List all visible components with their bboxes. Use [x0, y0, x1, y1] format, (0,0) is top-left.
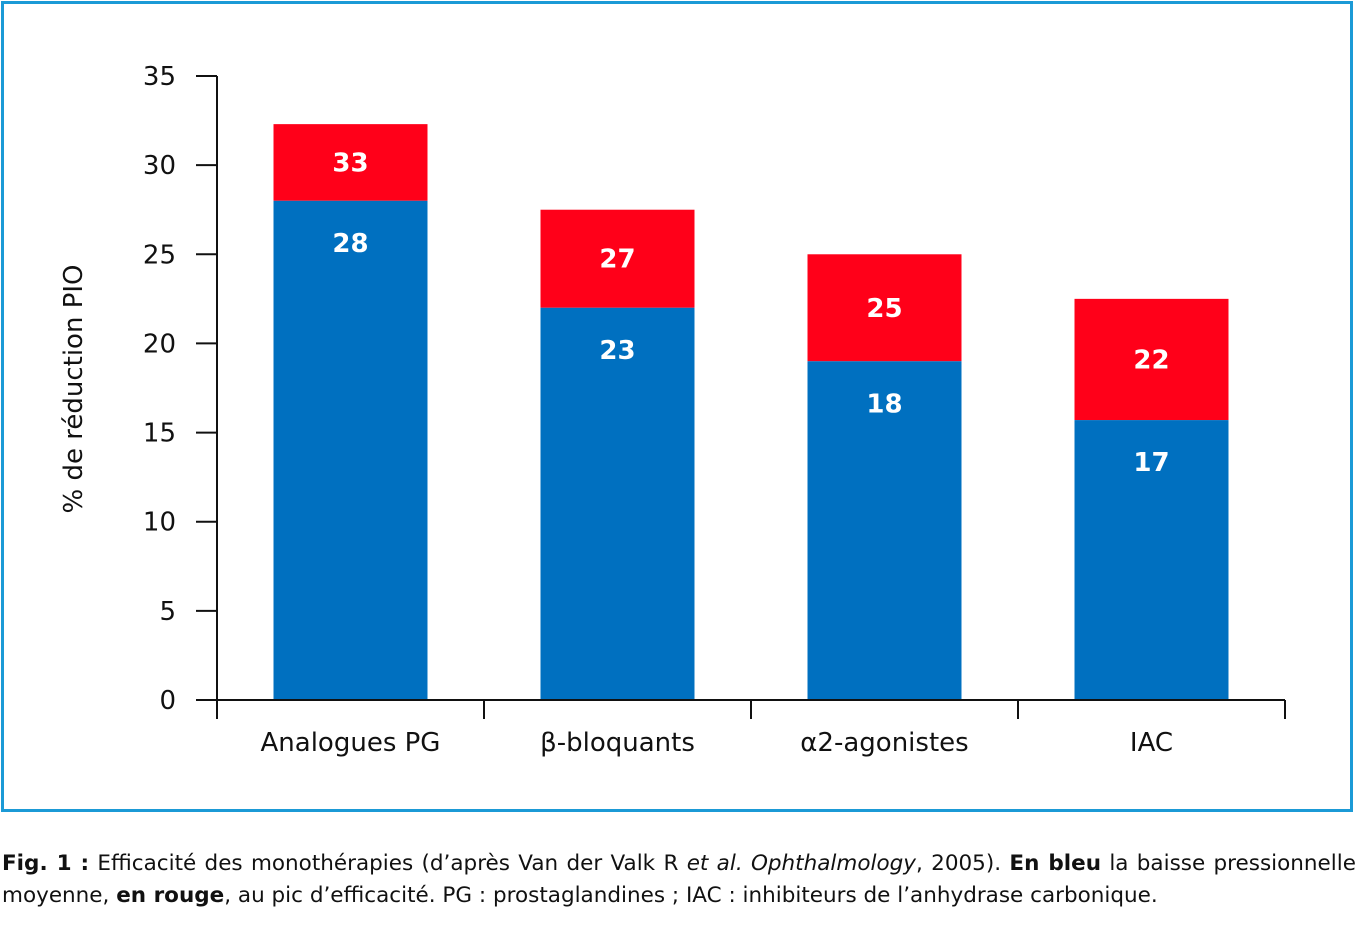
y-tick-label-3: 15 — [143, 419, 176, 449]
caption-text-1: Efficacité des monothérapies (d’après Va… — [89, 851, 687, 876]
bar-chart: 33 28 27 23 25 18 22 17 0 5 10 15 20 25 30 35 Analogue… — [59, 62, 1286, 758]
y-tick-label-0: 0 — [159, 686, 176, 716]
value-label-red-2: 25 — [866, 294, 902, 324]
bar-red-0 — [273, 124, 428, 201]
caption-text-2: , 2005). — [915, 851, 1010, 876]
y-tick-label-1: 5 — [159, 597, 176, 627]
value-label-blue-1: 23 — [599, 336, 635, 366]
y-tick-label-2: 10 — [143, 508, 176, 538]
value-labels: 33 28 27 23 25 18 22 17 — [332, 148, 1169, 478]
caption-red-label: en rouge — [116, 883, 225, 908]
caption-citation: et al. Ophthalmology — [686, 851, 916, 876]
y-tick-label-5: 25 — [143, 240, 176, 270]
bar-blue-3 — [1074, 420, 1229, 700]
y-tick-label-7: 35 — [143, 62, 176, 92]
y-tick-label-4: 20 — [143, 329, 176, 359]
y-ticks: 0 5 10 15 20 25 30 35 — [143, 62, 217, 716]
category-label-0: Analogues PG — [261, 728, 441, 758]
bar-red-2 — [807, 254, 962, 362]
category-label-2: α2-agonistes — [800, 728, 968, 758]
value-label-red-1: 27 — [599, 245, 635, 275]
value-label-red-0: 33 — [332, 148, 368, 178]
x-ticks: Analogues PG β-bloquants α2-agonistes IAC — [216, 700, 1286, 758]
value-label-blue-2: 18 — [866, 389, 902, 419]
bar-red-1 — [540, 209, 695, 308]
caption-blue-label: En bleu — [1009, 851, 1101, 876]
bar-blue-2 — [807, 361, 962, 700]
bars — [273, 124, 1229, 701]
value-label-blue-3: 17 — [1133, 448, 1169, 478]
bar-red-3 — [1074, 298, 1229, 421]
bar-blue-1 — [540, 307, 695, 700]
category-label-1: β-bloquants — [540, 728, 695, 758]
caption-fig-label: Fig. 1 : — [2, 851, 90, 876]
y-axis-title: % de réduction PIO — [59, 264, 89, 513]
caption-text-4: , au pic d’efficacité. PG : prostaglandi… — [224, 883, 1158, 908]
bar-blue-0 — [273, 200, 428, 701]
value-label-red-3: 22 — [1133, 345, 1169, 375]
figure-frame — [1, 1, 1353, 812]
y-tick-label-6: 30 — [143, 151, 176, 181]
caption-text-3: la baisse pressionnelle moyenne, — [2, 851, 1356, 908]
category-label-3: IAC — [1130, 728, 1173, 758]
value-label-blue-0: 28 — [332, 229, 368, 259]
figure-caption: Fig. 1 : Efficacité des monothérapies (d… — [2, 848, 1356, 912]
